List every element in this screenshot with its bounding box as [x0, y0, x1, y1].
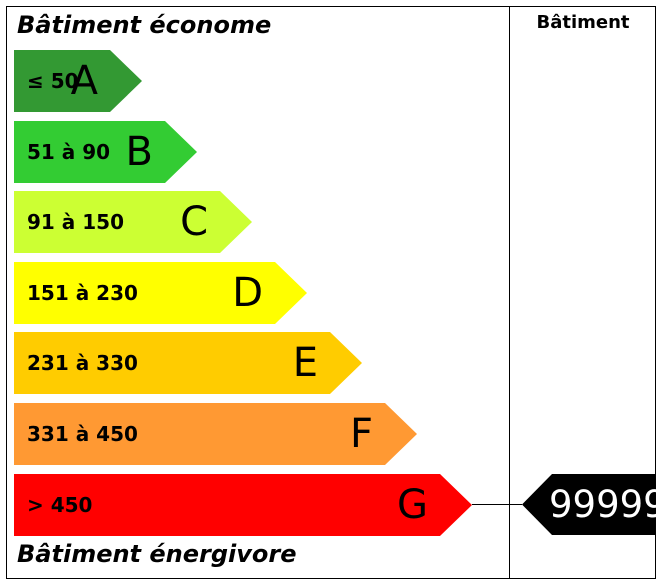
band-b-shape — [14, 121, 197, 183]
value-marker: 99999 — [522, 474, 663, 535]
band-e: 231 à 330 E — [14, 332, 362, 394]
band-g: > 450 G — [14, 474, 472, 536]
band-f-arrow — [14, 403, 417, 465]
band-c: 91 à 150 C — [14, 191, 252, 253]
band-c-range: 91 à 150 — [27, 210, 125, 234]
band-g-letter: G — [397, 482, 428, 528]
band-a: ≤ 50 A — [14, 50, 142, 112]
band-g-range: > 450 — [27, 493, 93, 517]
band-e-shape — [14, 332, 362, 394]
band-d-arrow — [14, 262, 307, 324]
band-b-range: 51 à 90 — [27, 140, 111, 164]
band-d-range: 151 à 230 — [27, 281, 138, 305]
energy-intensive-heading: Bâtiment énergivore — [17, 540, 297, 568]
band-e-arrow — [14, 332, 362, 394]
band-a-shape — [14, 50, 142, 112]
marker-connector-line — [472, 504, 522, 505]
column-divider — [509, 6, 510, 579]
band-d: 151 à 230 D — [14, 262, 307, 324]
efficient-heading: Bâtiment économe — [17, 11, 272, 39]
band-b: 51 à 90 B — [14, 121, 197, 183]
band-a-range: ≤ 50 — [27, 69, 79, 93]
value-marker-text: 99999 — [549, 483, 663, 526]
band-a-arrow — [14, 50, 142, 112]
band-a-letter: A — [70, 58, 98, 104]
band-d-shape — [14, 262, 307, 324]
band-d-letter: D — [232, 270, 263, 316]
label-frame — [6, 6, 656, 579]
band-g-shape — [14, 474, 472, 536]
band-e-letter: E — [292, 340, 318, 386]
band-f-range: 331 à 450 — [27, 422, 138, 446]
band-c-shape — [14, 191, 252, 253]
band-b-letter: B — [125, 129, 153, 175]
band-f-letter: F — [349, 411, 373, 457]
band-b-arrow — [14, 121, 197, 183]
band-c-letter: C — [180, 199, 208, 245]
band-c-arrow — [14, 191, 252, 253]
value-marker-arrow — [522, 474, 656, 535]
band-f-shape — [14, 403, 417, 465]
building-column-header: Bâtiment — [536, 12, 630, 33]
band-f: 331 à 450 F — [14, 403, 417, 465]
band-g-arrow — [14, 474, 472, 536]
band-e-range: 231 à 330 — [27, 351, 138, 375]
